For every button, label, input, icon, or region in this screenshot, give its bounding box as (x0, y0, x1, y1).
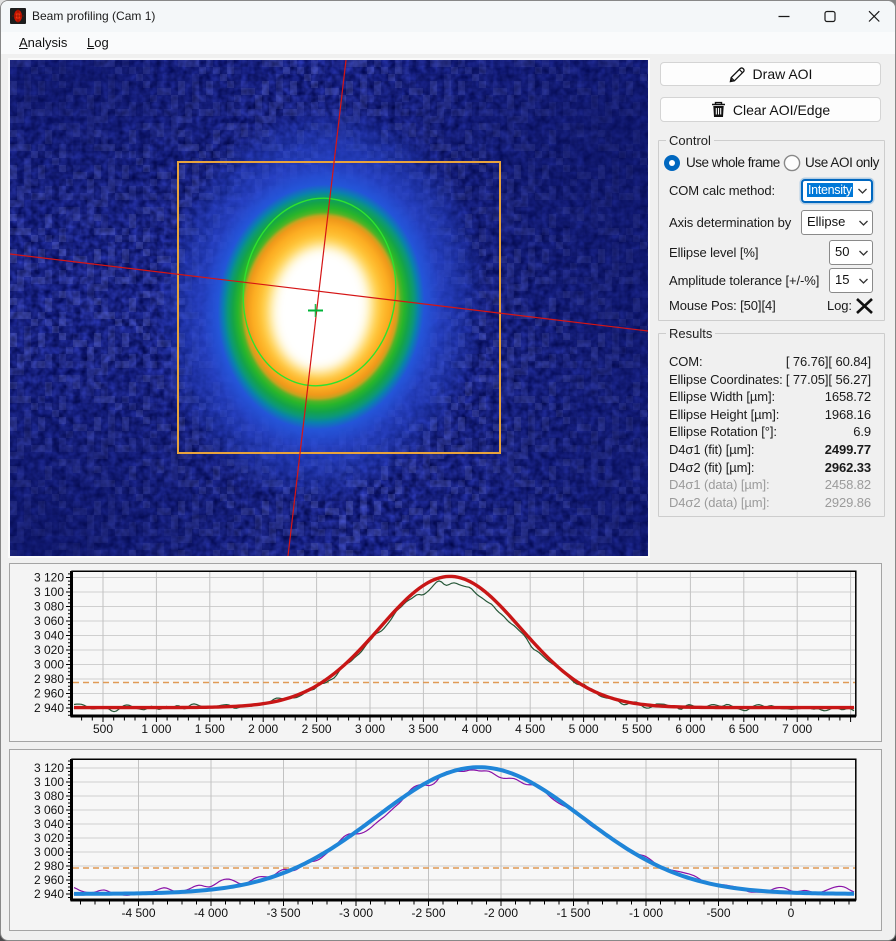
svg-text:-1 000: -1 000 (629, 906, 663, 920)
svg-text:3 040: 3 040 (34, 817, 64, 831)
svg-text:-1 500: -1 500 (556, 906, 590, 920)
svg-text:5 000: 5 000 (569, 722, 599, 736)
svg-text:-2 500: -2 500 (411, 906, 445, 920)
svg-text:6 500: 6 500 (729, 722, 759, 736)
svg-text:2 960: 2 960 (34, 687, 64, 701)
svg-text:2 000: 2 000 (248, 722, 278, 736)
svg-text:3 060: 3 060 (34, 614, 64, 628)
svg-text:3 100: 3 100 (34, 585, 64, 599)
svg-text:3 000: 3 000 (34, 845, 64, 859)
svg-text:-3 500: -3 500 (266, 906, 300, 920)
svg-text:3 000: 3 000 (355, 722, 385, 736)
svg-text:3 020: 3 020 (34, 643, 64, 657)
svg-text:4 000: 4 000 (462, 722, 492, 736)
svg-text:-2 000: -2 000 (484, 906, 518, 920)
svg-text:3 120: 3 120 (34, 571, 64, 585)
svg-text:6 000: 6 000 (675, 722, 705, 736)
svg-text:500: 500 (93, 722, 113, 736)
svg-text:4 500: 4 500 (515, 722, 545, 736)
svg-text:7 000: 7 000 (782, 722, 812, 736)
svg-text:2 500: 2 500 (302, 722, 332, 736)
svg-text:2 960: 2 960 (34, 873, 64, 887)
svg-text:1 000: 1 000 (141, 722, 171, 736)
svg-text:3 120: 3 120 (34, 761, 64, 775)
svg-text:3 060: 3 060 (34, 803, 64, 817)
svg-text:-4 000: -4 000 (194, 906, 228, 920)
svg-text:3 500: 3 500 (408, 722, 438, 736)
svg-text:-3 000: -3 000 (339, 906, 373, 920)
svg-text:5 500: 5 500 (622, 722, 652, 736)
svg-text:-4 500: -4 500 (121, 906, 155, 920)
svg-text:2 980: 2 980 (34, 672, 64, 686)
svg-text:3 080: 3 080 (34, 600, 64, 614)
svg-text:2 940: 2 940 (34, 701, 64, 715)
svg-text:3 080: 3 080 (34, 789, 64, 803)
svg-text:3 000: 3 000 (34, 658, 64, 672)
svg-text:0: 0 (788, 906, 795, 920)
svg-text:2 940: 2 940 (34, 887, 64, 901)
svg-text:3 040: 3 040 (34, 629, 64, 643)
svg-text:-500: -500 (706, 906, 730, 920)
svg-text:2 980: 2 980 (34, 859, 64, 873)
svg-text:1 500: 1 500 (195, 722, 225, 736)
svg-text:3 020: 3 020 (34, 831, 64, 845)
svg-text:3 100: 3 100 (34, 775, 64, 789)
